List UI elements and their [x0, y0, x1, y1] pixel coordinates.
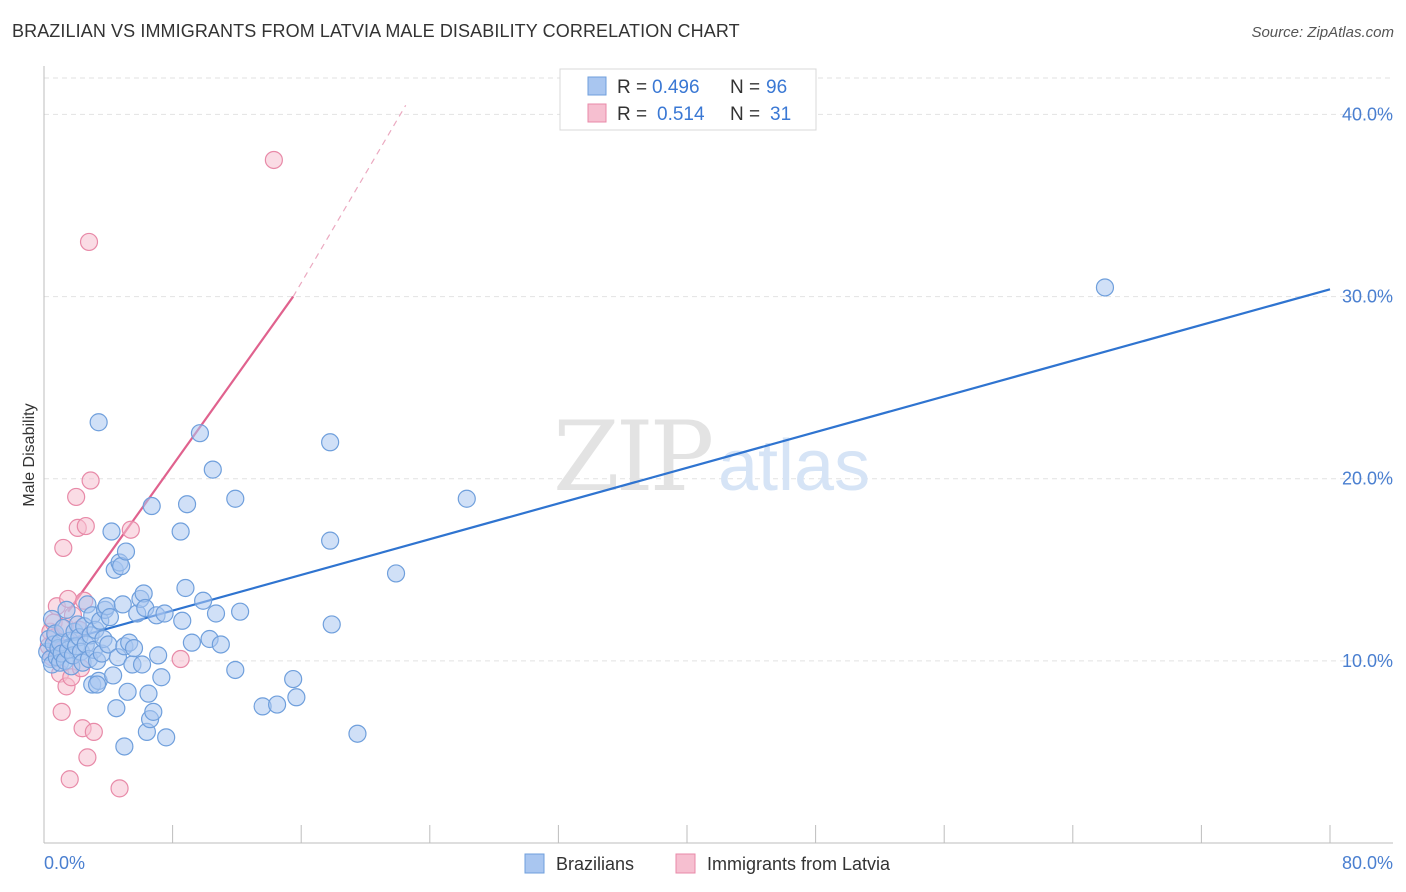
point-brazilians [287, 688, 306, 707]
legend-n-value-2: 31 [770, 104, 791, 125]
point-latvia [171, 649, 190, 669]
point-brazilians [194, 591, 213, 610]
point-brazilians [1095, 278, 1115, 297]
point-latvia [110, 779, 129, 798]
point-brazilians [226, 489, 245, 508]
point-brazilians [173, 611, 192, 630]
point-brazilians [118, 682, 137, 701]
chart-title: BRAZILIAN VS IMMIGRANTS FROM LATVIA MALE… [12, 21, 740, 41]
trend-lines [43, 105, 1331, 648]
point-brazilians [149, 646, 168, 665]
legend-r-value-1: 0.496 [652, 77, 700, 98]
point-brazilians [267, 695, 287, 714]
data-points [38, 150, 1115, 798]
legend-n-value-1: 96 [766, 77, 787, 98]
bottom-legend-label-brazilians: Brazilians [556, 854, 634, 874]
bottom-legend: Brazilians Immigrants from Latvia [524, 853, 891, 874]
x-tick-label-max: 80.0% [1342, 853, 1393, 873]
point-brazilians [284, 669, 303, 689]
point-latvia [84, 722, 103, 741]
point-brazilians [89, 413, 108, 432]
watermark-atlas: atlas [718, 426, 870, 506]
point-brazilians [176, 578, 195, 598]
point-brazilians [231, 602, 250, 621]
point-brazilians [348, 724, 367, 743]
point-latvia [67, 487, 86, 507]
point-brazilians [157, 728, 176, 747]
legend-n-label-2: N = [730, 104, 760, 125]
point-latvia [76, 516, 95, 536]
x-tick-labels: 0.0% 80.0% [44, 853, 1393, 873]
point-brazilians [100, 608, 120, 627]
point-brazilians [322, 615, 341, 634]
point-latvia [78, 748, 97, 767]
point-brazilians [104, 666, 123, 685]
legend-swatch-brazilians [587, 76, 607, 96]
grid-lines [44, 77, 1393, 662]
point-latvia [79, 232, 99, 252]
point-brazilians [321, 433, 340, 452]
point-brazilians [142, 496, 161, 516]
bottom-legend-swatch-brazilians [524, 853, 545, 874]
point-brazilians [57, 600, 76, 619]
point-brazilians [386, 564, 406, 583]
point-latvia [81, 471, 100, 490]
point-brazilians [102, 522, 121, 541]
point-brazilians [124, 639, 144, 658]
watermark: ZIP atlas [553, 401, 870, 513]
point-latvia [52, 702, 71, 721]
point-brazilians [116, 542, 136, 561]
point-brazilians [152, 668, 171, 687]
y-tick-labels: 10.0% 20.0% 30.0% 40.0% [1342, 104, 1393, 670]
y-tick-label: 10.0% [1342, 651, 1393, 671]
y-tick-label: 20.0% [1342, 469, 1393, 489]
point-brazilians [155, 604, 174, 623]
point-brazilians [226, 660, 245, 680]
point-brazilians [113, 595, 132, 614]
point-latvia [121, 520, 140, 539]
point-brazilians [144, 702, 163, 721]
legend: R = 0.496 N = 96 R = 0.514 N = 31 [559, 68, 817, 131]
point-brazilians [457, 489, 476, 508]
axes [43, 66, 1393, 844]
point-latvia [60, 770, 79, 789]
chart-source: Source: ZipAtlas.com [1251, 24, 1394, 41]
trend-line-latvia [67, 295, 295, 613]
point-brazilians [87, 675, 107, 694]
bottom-legend-swatch-latvia [675, 853, 696, 874]
point-brazilians [211, 635, 230, 654]
point-brazilians [206, 604, 226, 623]
legend-r-label-2: R = [617, 104, 647, 125]
point-brazilians [177, 495, 197, 514]
point-latvia [264, 150, 283, 170]
y-tick-label: 40.0% [1342, 104, 1393, 124]
legend-n-label-1: N = [730, 77, 760, 98]
trend-line-latvia-extension [292, 105, 407, 297]
legend-r-value-2: 0.514 [657, 104, 705, 125]
y-axis-label: Male Disability [21, 403, 38, 506]
point-latvia [54, 538, 73, 558]
point-brazilians [132, 655, 152, 674]
point-brazilians [321, 531, 340, 550]
point-brazilians [139, 684, 158, 703]
y-tick-label: 30.0% [1342, 287, 1393, 307]
bottom-legend-label-latvia: Immigrants from Latvia [707, 854, 891, 874]
point-brazilians [203, 460, 222, 479]
legend-swatch-latvia [587, 103, 607, 123]
point-brazilians [115, 737, 134, 756]
x-tick-label-min: 0.0% [44, 853, 85, 873]
trend-line-brazilians [43, 288, 1331, 648]
legend-r-label-1: R = [617, 77, 647, 98]
point-brazilians [171, 522, 190, 541]
point-brazilians [107, 699, 126, 718]
point-brazilians [190, 424, 210, 443]
point-brazilians [182, 633, 201, 652]
watermark-zip: ZIP [553, 401, 712, 513]
